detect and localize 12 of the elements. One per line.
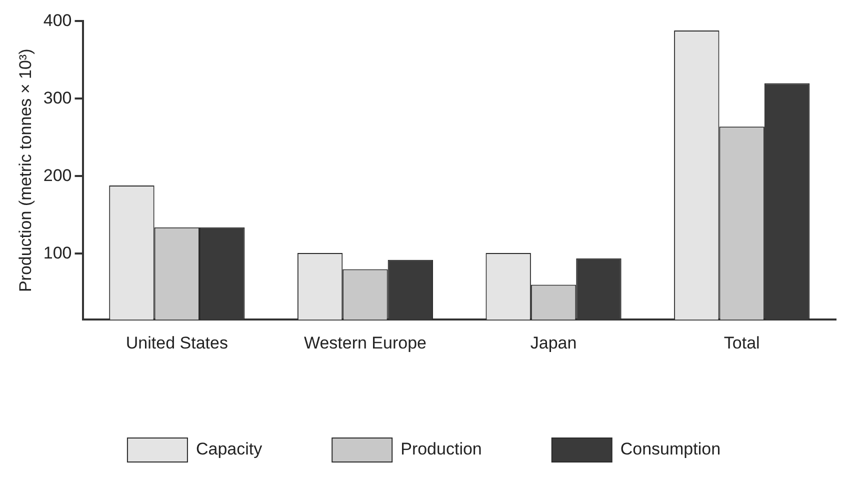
legend-label: Production <box>400 440 482 459</box>
x-tick-label: United States <box>126 333 228 352</box>
y-tick-label: 300 <box>43 88 72 108</box>
legend-label: Capacity <box>196 440 263 459</box>
y-tick-label: 100 <box>43 243 72 262</box>
y-tick-label: 400 <box>43 10 72 30</box>
x-tick-label: Japan <box>530 333 577 352</box>
y-axis-title: Production (metric tonnes × 10³) <box>16 48 35 292</box>
legend-label: Consumption <box>620 440 721 459</box>
y-tick-label: 200 <box>43 166 72 185</box>
x-tick-label: Western Europe <box>304 333 426 352</box>
x-tick-label: Total <box>724 333 760 352</box>
